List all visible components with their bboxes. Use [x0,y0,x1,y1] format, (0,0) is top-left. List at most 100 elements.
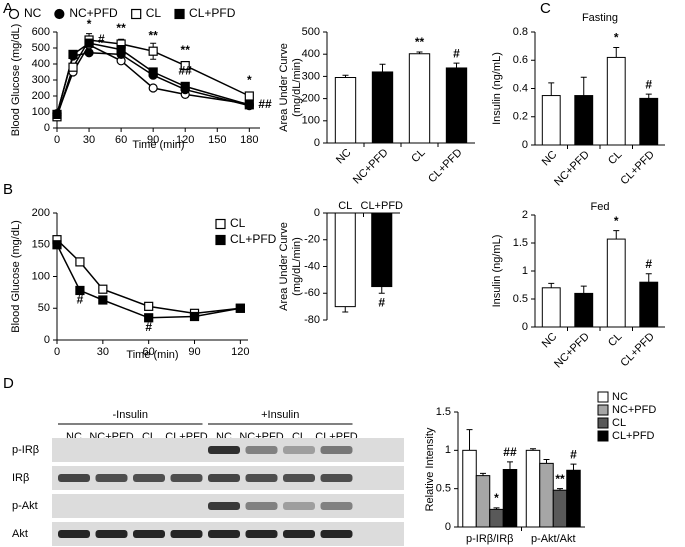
legend-marker [8,8,20,20]
y-tick-label: 200 [32,90,50,102]
point [144,313,154,323]
legend-label: NC+PFD [612,404,656,416]
error-bar [342,306,349,313]
y-tick-label: 200 [32,207,50,219]
x-tick-label: 90 [147,134,159,146]
blot-band [283,474,315,482]
blot-row-label: p-IRβ [12,444,39,456]
legend-label: NC [612,391,628,403]
y-tick-label: 300 [302,70,320,82]
bar [566,469,581,528]
point [116,44,126,55]
legend-label: CL+PFD [612,430,655,442]
blot-row-label: Akt [12,528,28,540]
series-line [56,244,241,319]
blot-band [245,530,278,538]
error-bar [342,74,349,78]
error-bar [580,76,587,96]
x-tick-label: CL [338,200,352,212]
x-tick-label: 120 [176,134,194,146]
error-bar [613,47,620,58]
x-tick-label: 90 [188,346,200,358]
error-bar [416,51,423,54]
bar [574,95,594,146]
point [244,100,254,110]
y-tick-label: 1.5 [513,237,528,249]
legend-label: CL [146,6,162,20]
error-bar [570,463,577,471]
bar [502,469,518,528]
point [98,284,108,294]
bar [408,53,431,144]
series-line [56,52,250,114]
y-tick-label: 2 [522,209,528,221]
error-bar [556,488,563,491]
y-tick-label: 500 [32,42,50,54]
x-tick-label: 30 [97,346,109,358]
y-axis-label: (mg/dL/min) [291,237,303,296]
y-axis-label: (mg/dL/min) [291,58,303,117]
blot-group-label: -Insulin [113,409,148,421]
y-tick-label: 0 [445,521,451,533]
legend-label: NC+PFD [69,6,118,20]
y-tick-label: 400 [32,58,50,70]
legend-label: CL+PFD [230,232,277,246]
y-tick-label: 0 [522,321,528,333]
legend-swatch [597,417,609,429]
blot-band [95,530,128,538]
y-tick-label: -20 [304,234,320,246]
x-tick-label: NC [540,149,560,169]
legend-marker [215,234,226,246]
annotation: ** [181,43,191,57]
y-tick-label: 1.5 [436,406,451,418]
x-tick-label: 120 [231,346,249,358]
y-tick-label: 0.5 [513,293,528,305]
y-tick-label: 200 [302,93,320,105]
legend-marker [131,8,142,20]
blot-band [245,446,278,454]
point [52,240,62,250]
blot-band [320,530,353,538]
blot-band [208,530,240,538]
bar [445,67,468,144]
x-tick-label: NC [334,147,354,167]
x-tick-label: p-IRβ/IRβ [466,533,514,545]
x-tick-label: CL+PFD [426,147,465,186]
legend-swatch [597,404,609,416]
y-axis-label: Area Under Curve [278,43,290,132]
y-tick-label: 0.5 [436,483,451,495]
point [180,60,190,71]
x-tick-label: CL [606,149,624,167]
error-bar [543,459,550,464]
bar [574,292,594,328]
error-bar [506,461,513,470]
annotation: # [645,257,652,271]
annotation: ## [503,445,517,459]
panel-label: B [3,181,13,198]
x-tick-label: p-Akt/Akt [531,533,576,545]
blot-row-label: IRβ [12,472,29,484]
y-axis-label: Relative Intensity [424,427,436,511]
x-tick-label: 60 [115,134,127,146]
point [180,81,190,92]
y-tick-label: 0 [44,334,50,346]
legend-label: CL+PFD [189,6,236,20]
bar [606,56,626,146]
point [75,285,85,296]
annotation: ** [415,35,425,49]
legend-swatch [597,430,609,442]
point [68,49,78,60]
annotation: ** [555,472,565,486]
bar [371,212,393,288]
blot-band [133,530,165,538]
y-tick-label: 100 [302,115,320,127]
bar [525,449,541,528]
panel-label: A [3,0,13,17]
y-tick-label: 0.8 [513,26,528,38]
blot-band [208,474,240,482]
error-bar [480,472,487,476]
blot-band [245,474,278,482]
x-tick-label: CL+PFD [361,200,404,212]
y-tick-label: 600 [32,26,50,38]
point [148,67,158,77]
